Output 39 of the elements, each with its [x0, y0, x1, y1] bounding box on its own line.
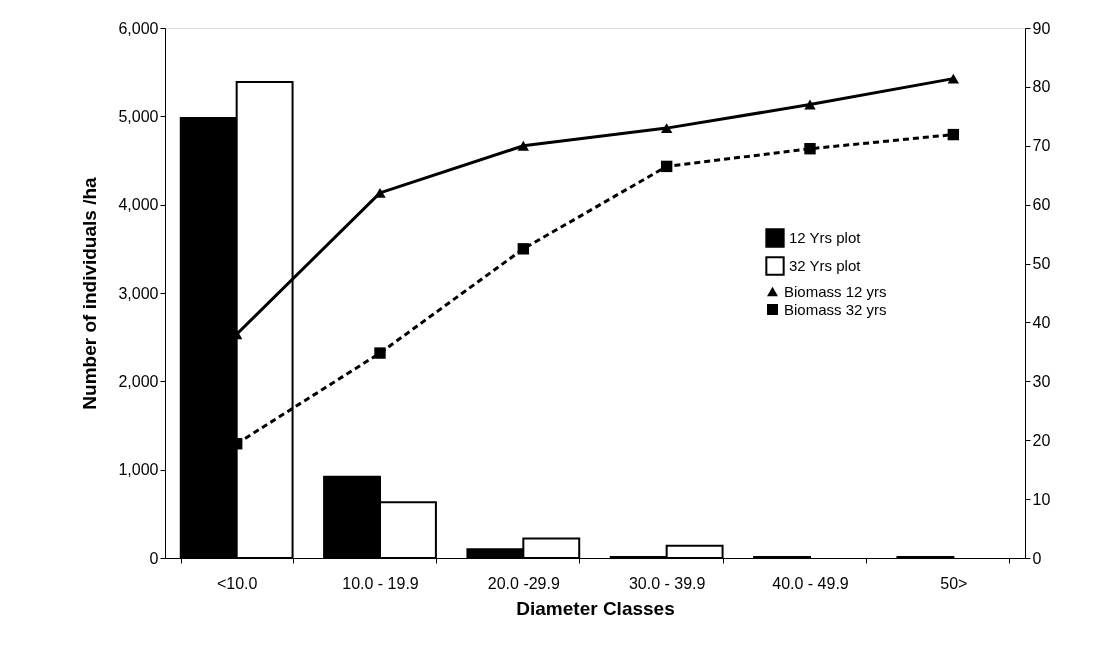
y-axis-title: Number of individuals /ha — [79, 176, 101, 410]
y2-tick-label: 90 — [1032, 19, 1051, 37]
x-tick-label: 20.0 -29.9 — [487, 574, 560, 592]
y-tick-label: 3,000 — [118, 284, 159, 302]
y-tick-label: 4,000 — [118, 196, 159, 214]
x-axis-title: Diameter Classes — [516, 597, 675, 619]
point — [374, 347, 386, 359]
y2-tick-label: 0 — [1032, 549, 1042, 567]
legend-label: 12 Yrs plot — [789, 229, 862, 246]
y2-tick-label: 50 — [1032, 255, 1051, 273]
point — [517, 243, 530, 255]
x-tick-label: 50> — [940, 574, 968, 592]
y-tick-label: 0 — [149, 549, 159, 567]
y-tick-label: 2,000 — [118, 372, 159, 390]
point — [374, 187, 386, 198]
x-tick-label: 40.0 - 49.9 — [772, 574, 849, 592]
point — [660, 123, 673, 134]
x-tick-label: 10.0 - 19.9 — [342, 574, 419, 592]
point — [804, 143, 816, 155]
point — [804, 99, 816, 110]
point — [517, 140, 530, 151]
point — [660, 160, 673, 173]
y2-tick-label: 20 — [1032, 431, 1051, 449]
y-tick-label: 6,000 — [118, 19, 159, 37]
x-tick-label: <10.0 — [216, 574, 258, 592]
y2-tick-label: 70 — [1032, 137, 1051, 155]
legend-label: 32 Yrs plot — [789, 257, 862, 274]
y2-tick-label: 80 — [1032, 78, 1051, 96]
y2-tick-label: 40 — [1032, 313, 1051, 331]
y-tick-label: 1,000 — [118, 461, 159, 479]
legend-label: Biomass 12 yrs — [784, 282, 887, 300]
legend-label: Biomass 32 yrs — [784, 300, 887, 318]
y2-tick-label: 60 — [1032, 196, 1051, 214]
point — [947, 73, 960, 84]
y2-tick-label: 30 — [1032, 372, 1051, 390]
y-tick-label: 5,000 — [118, 107, 159, 125]
x-tick-label: 30.0 - 39.9 — [628, 574, 706, 592]
y2-tick-label: 10 — [1032, 490, 1051, 508]
point — [947, 128, 960, 141]
